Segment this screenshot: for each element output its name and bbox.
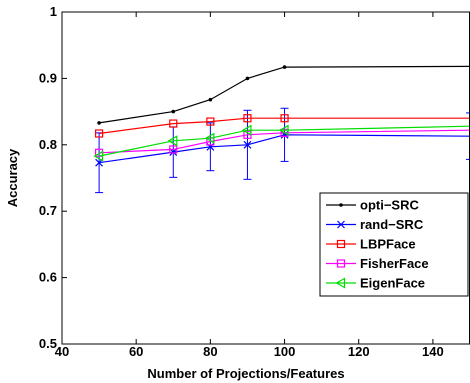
legend-marker xyxy=(337,220,345,229)
data-point xyxy=(171,109,176,114)
y-tick-label: 0.6 xyxy=(39,270,57,285)
legend-marker xyxy=(336,259,346,268)
y-tick-label: 0.5 xyxy=(39,336,57,351)
series-line xyxy=(98,125,470,157)
y-tick-label: 1 xyxy=(50,4,57,19)
x-tick-label: 100 xyxy=(274,344,296,359)
legend-label: LBPFace xyxy=(360,237,416,252)
series-line xyxy=(99,129,470,154)
legend-label: EigenFace xyxy=(360,276,425,291)
error-bar xyxy=(466,112,470,160)
x-axis-label: Number of Projections/Features xyxy=(147,366,344,381)
plot-content xyxy=(93,65,470,194)
x-tick-label: 80 xyxy=(203,344,217,359)
data-point xyxy=(167,135,178,147)
legend-entry: EigenFace xyxy=(326,276,425,291)
series-line xyxy=(99,65,470,124)
data-point xyxy=(93,150,104,162)
y-axis-label: Accuracy xyxy=(5,148,20,207)
data-point xyxy=(94,129,104,138)
legend-marker xyxy=(335,277,346,289)
x-tick-label: 120 xyxy=(348,344,370,359)
legend-entry: rand−SRC xyxy=(326,217,424,232)
data-point xyxy=(278,124,289,136)
legend-entry: FisherFace xyxy=(326,256,429,271)
data-point xyxy=(282,65,287,69)
y-tick-label: 0.7 xyxy=(39,203,57,218)
x-tick-label: 60 xyxy=(129,344,143,359)
y-tick-label: 0.8 xyxy=(39,137,57,152)
x-tick-label: 140 xyxy=(422,344,444,359)
data-point xyxy=(241,124,252,136)
data-point xyxy=(97,121,101,125)
series-line xyxy=(99,117,470,135)
data-point xyxy=(208,97,213,102)
legend-label: rand−SRC xyxy=(360,217,424,232)
legend-label: FisherFace xyxy=(360,256,429,271)
legend: opti−SRC rand−SRC LBPFace FisherFace EigenFa… xyxy=(319,192,469,297)
data-point xyxy=(169,119,178,128)
legend-entry: LBPFace xyxy=(326,237,416,252)
legend-marker xyxy=(339,203,343,207)
series-0 xyxy=(97,65,470,125)
data-point xyxy=(169,145,178,154)
legend-marker xyxy=(336,239,346,249)
legend-entry: opti−SRC xyxy=(326,198,419,213)
x-tick-label: 40 xyxy=(55,344,69,359)
series-3 xyxy=(94,128,470,157)
series-4 xyxy=(93,124,470,162)
y-tick-label: 0.9 xyxy=(39,70,57,85)
data-point xyxy=(243,114,252,123)
legend-label: opti−SRC xyxy=(360,198,419,213)
data-point xyxy=(204,132,215,144)
series-2 xyxy=(94,114,470,138)
data-point xyxy=(243,140,252,149)
series-line xyxy=(99,134,470,164)
data-point xyxy=(206,117,215,126)
data-point xyxy=(245,76,250,81)
data-point xyxy=(280,114,289,123)
axis-ticks: 40 60 80 100 120 140 0.5 0.6 0.7 0.8 0.9 1 xyxy=(39,4,444,359)
